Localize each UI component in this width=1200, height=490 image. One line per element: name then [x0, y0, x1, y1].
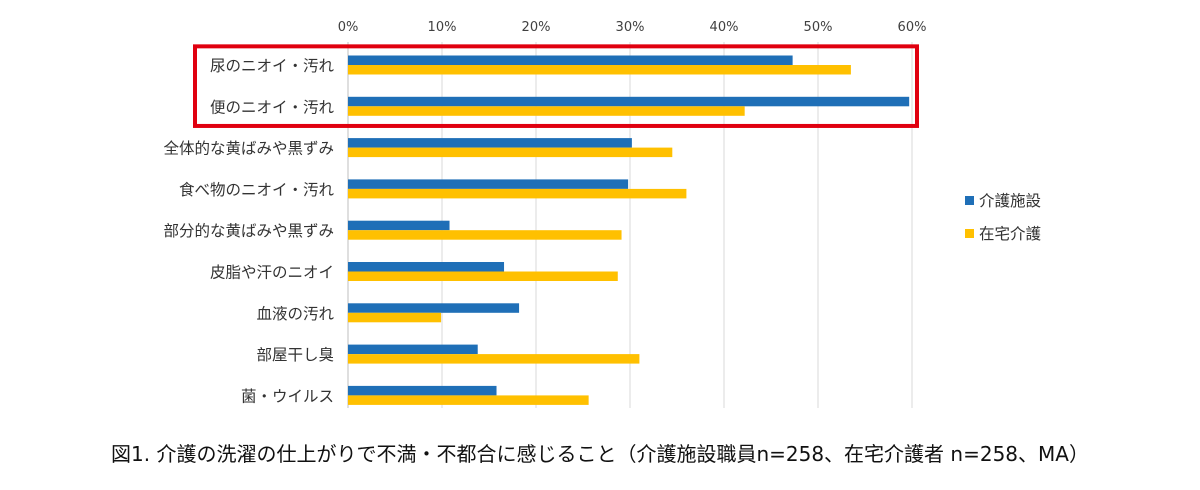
category-label: 全体的な黄ばみや黒ずみ — [163, 140, 334, 158]
category-label: 皮脂や汗のニオイ — [210, 264, 334, 282]
category-labels: 尿のニオイ・汚れ便のニオイ・汚れ全体的な黄ばみや黒ずみ食べ物のニオイ・汚れ部分的… — [163, 57, 334, 405]
category-label: 部屋干し臭 — [256, 346, 334, 364]
bar-home — [348, 188, 687, 199]
bar-home — [348, 354, 640, 364]
bar-home — [348, 395, 589, 405]
x-tick-label: 10% — [428, 20, 457, 35]
legend-swatch — [965, 229, 974, 238]
category-label: 便のニオイ・汚れ — [210, 98, 335, 116]
legend-label: 在宅介護 — [979, 225, 1042, 243]
bar-home — [348, 230, 622, 240]
bar-facility — [348, 220, 450, 231]
bar-facility — [348, 55, 793, 65]
bar-facility — [348, 96, 910, 107]
x-tick-label: 60% — [898, 20, 927, 35]
x-tick-label: 0% — [338, 20, 359, 35]
bar-facility — [348, 179, 629, 189]
x-axis-tick-labels: 0% 10% 20% 30% 40% 50% 60% — [338, 20, 927, 35]
category-label: 血液の汚れ — [256, 305, 334, 323]
highlight-rect — [193, 44, 919, 128]
category-label: 部分的な黄ばみや黒ずみ — [163, 222, 334, 240]
highlight-box — [193, 44, 919, 128]
category-label: 尿のニオイ・汚れ — [210, 57, 335, 75]
bar-home — [348, 312, 442, 323]
x-tick-label: 40% — [710, 20, 739, 35]
bar-home — [348, 147, 673, 158]
bar-facility — [348, 385, 497, 396]
x-tick-label: 30% — [616, 20, 645, 35]
x-tick-label: 20% — [522, 20, 551, 35]
category-label: 菌・ウイルス — [241, 387, 334, 405]
bars — [348, 55, 910, 405]
legend-label: 介護施設 — [979, 192, 1041, 210]
bar-facility — [348, 344, 478, 355]
bar-facility — [348, 138, 632, 148]
bar-home — [348, 65, 851, 75]
bar-facility — [348, 303, 520, 313]
legend-swatch — [965, 196, 974, 205]
category-label: 食べ物のニオイ・汚れ — [179, 181, 335, 199]
bar-home — [348, 106, 745, 116]
bar-home — [348, 271, 618, 281]
figure-caption: 図1. 介護の洗濯の仕上がりで不満・不都合に感じること（介護施設職員n=258、… — [111, 442, 1089, 466]
bar-facility — [348, 262, 505, 272]
x-tick-label: 50% — [804, 20, 833, 35]
